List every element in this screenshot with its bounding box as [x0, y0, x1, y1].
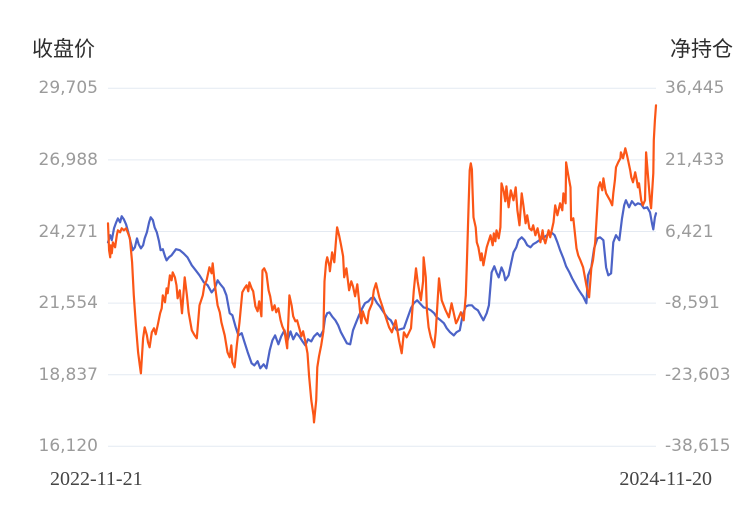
left-axis-tick-label: 26,988 [38, 149, 98, 170]
left-axis-tick-label: 16,120 [38, 436, 98, 457]
right-axis-title: 净持仓 [670, 37, 733, 61]
x-axis-start-label: 2022-11-21 [50, 468, 143, 490]
right-axis-tick-label: 6,421 [665, 221, 714, 242]
right-axis-tick-label: -8,591 [665, 293, 720, 314]
left-axis-tick-label: 18,837 [38, 364, 98, 385]
x-axis-end-label: 2024-11-20 [619, 468, 712, 490]
right-axis-tick-label: 36,445 [665, 78, 725, 99]
left-axis-tick-label: 24,271 [38, 221, 98, 242]
left-axis-tick-label: 29,705 [38, 78, 98, 99]
right-axis-tick-label: -38,615 [665, 436, 731, 457]
right-axis-tick-label: 21,433 [665, 149, 725, 170]
left-axis-tick-label: 21,554 [38, 293, 98, 314]
net-position-series-line [106, 104, 658, 424]
left-axis-title: 收盘价 [32, 37, 95, 61]
right-axis-tick-label: -23,603 [665, 364, 731, 385]
closing-price-series-line [106, 199, 658, 370]
